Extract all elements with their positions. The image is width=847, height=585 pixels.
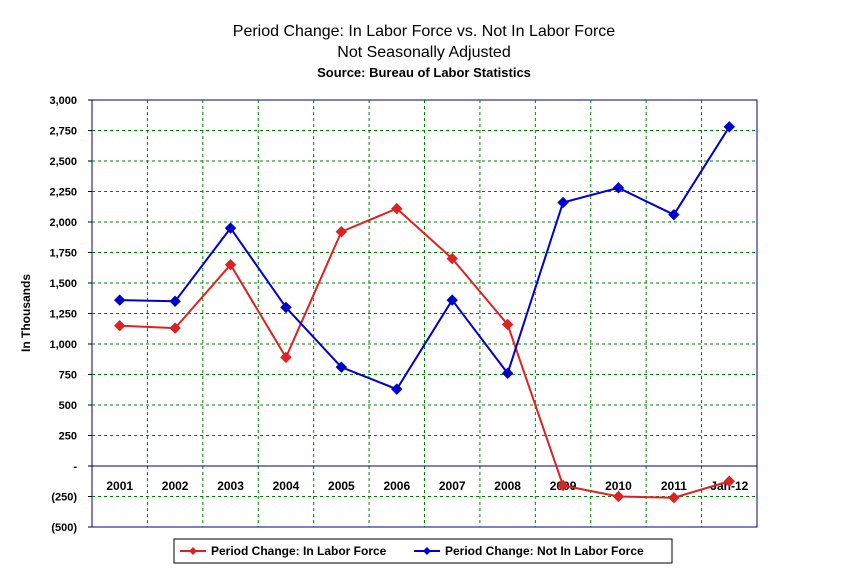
y-tick-label: 1,250: [49, 309, 77, 321]
data-point: [280, 351, 292, 364]
data-point: [612, 490, 625, 503]
y-tick-label: (250): [51, 492, 77, 504]
y-axis-label: In Thousands: [19, 274, 33, 352]
x-tick-label: 2001: [106, 479, 133, 493]
x-tick-label: 2010: [605, 479, 632, 493]
y-axis-ticks: 3,000 2,750 2,500 2,250 2,000 1,750 1,500 1,250…: [49, 95, 92, 534]
series-line: [119, 207, 730, 499]
legend-marker: [423, 547, 431, 555]
series-layer: [114, 121, 735, 504]
legend-item-1: Period Change: In Labor Force: [180, 544, 387, 558]
y-tick-label: -: [73, 461, 77, 473]
chart-subtitle: Not Seasonally Adjusted: [337, 44, 510, 61]
series-line: [119, 126, 731, 391]
y-tick-label: 2,750: [49, 126, 77, 138]
legend-marker: [189, 547, 197, 555]
data-point: [169, 322, 181, 334]
y-tick-label: 1,000: [49, 339, 77, 351]
legend: Period Change: In Labor Force Period Chan…: [180, 544, 644, 558]
data-point: [668, 208, 680, 221]
y-tick-label: 1,500: [49, 278, 77, 290]
y-tick-label: 500: [59, 400, 77, 412]
x-tick-label: 2011: [661, 479, 687, 493]
data-point: [446, 252, 458, 265]
data-point: [224, 258, 237, 271]
data-point: [668, 492, 680, 504]
legend-label: Period Change: Not In Labor Force: [445, 544, 644, 558]
y-tick-label: 1,750: [49, 248, 77, 260]
y-tick-label: (500): [51, 522, 77, 534]
y-tick-label: 2,250: [49, 187, 77, 199]
data-point: [335, 361, 348, 373]
x-tick-label: 2007: [439, 479, 466, 493]
y-tick-label: 2,000: [49, 217, 77, 229]
data-point: [114, 319, 126, 332]
y-tick-label: 750: [59, 370, 77, 382]
series-1: [114, 202, 735, 504]
data-point: [335, 226, 348, 238]
data-point: [280, 301, 292, 314]
data-point: [501, 367, 514, 379]
x-tick-label: 2002: [162, 479, 189, 493]
data-point: [723, 475, 735, 487]
legend-item-2: Period Change: Not In Labor Force: [414, 544, 644, 558]
grid: [92, 100, 757, 527]
data-point: [391, 383, 403, 395]
legend-label: Period Change: In Labor Force: [211, 544, 387, 558]
x-tick-label: 2004: [273, 479, 300, 493]
x-tick-label: 2008: [494, 479, 521, 493]
x-tick-label: 2006: [383, 479, 410, 493]
data-point: [224, 222, 237, 234]
data-point: [612, 182, 625, 194]
data-point: [169, 295, 181, 308]
data-point: [557, 479, 569, 492]
data-point: [446, 294, 458, 306]
data-point: [723, 121, 735, 133]
x-tick-label: 2005: [328, 479, 355, 493]
data-point: [501, 318, 514, 331]
data-point: [557, 196, 569, 209]
data-point: [391, 202, 403, 215]
y-tick-label: 3,000: [49, 95, 77, 107]
chart-source: Source: Bureau of Labor Statistics: [317, 65, 531, 80]
y-tick-label: 250: [59, 431, 77, 443]
series-2: [114, 121, 735, 395]
data-point: [114, 294, 126, 306]
y-tick-label: 2,500: [49, 156, 77, 168]
chart-title: Period Change: In Labor Force vs. Not In…: [233, 23, 616, 40]
x-tick-label: 2003: [217, 479, 244, 493]
